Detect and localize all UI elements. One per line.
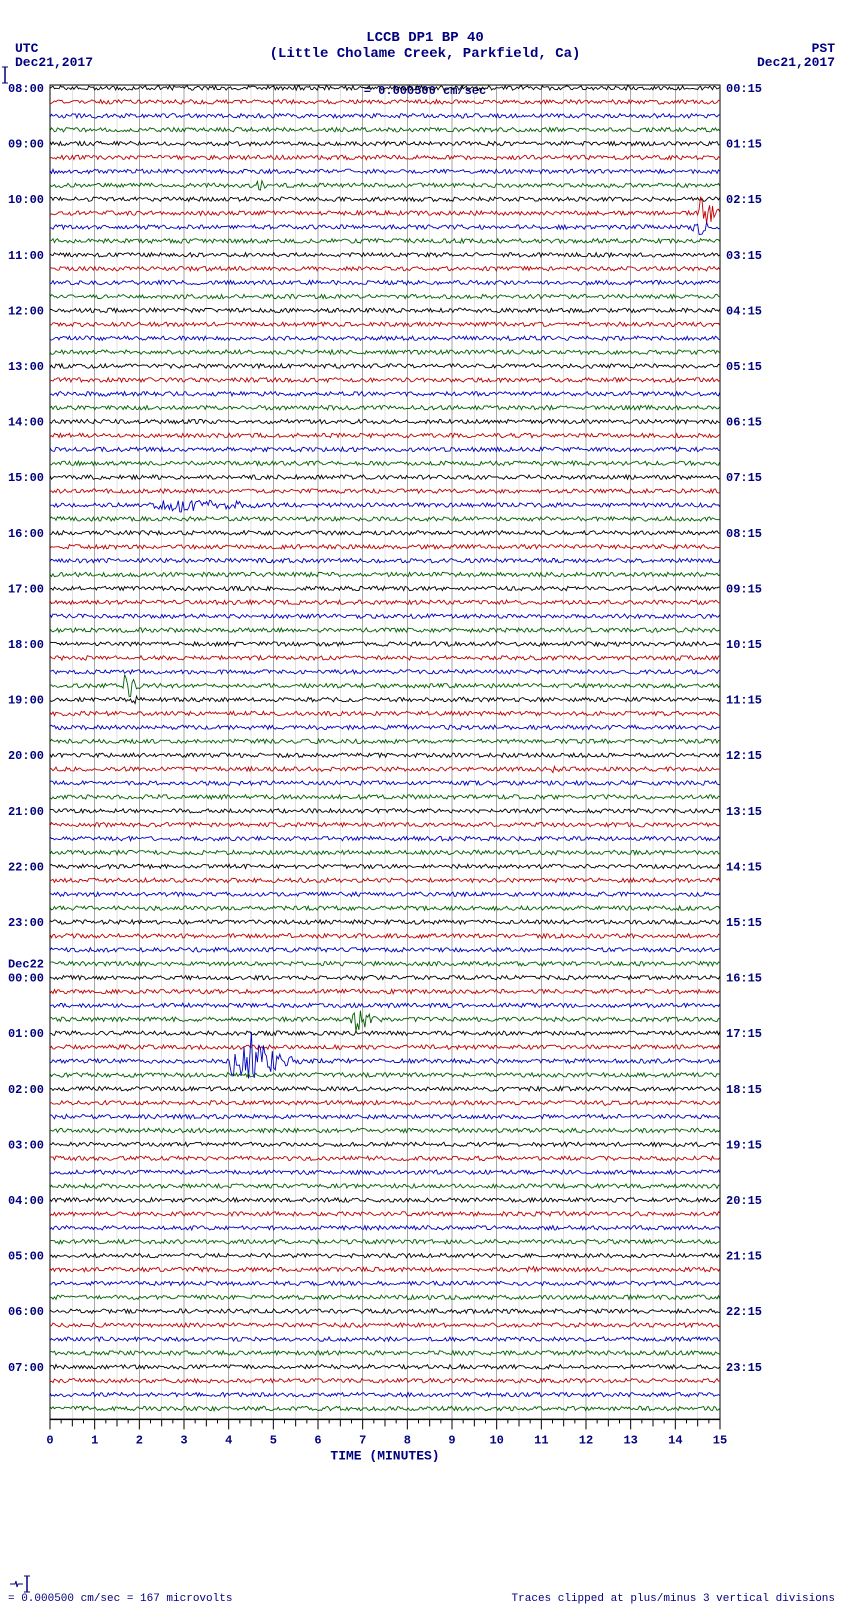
svg-text:01:15: 01:15	[726, 138, 762, 152]
svg-text:15:15: 15:15	[726, 916, 762, 930]
svg-text:23:15: 23:15	[726, 1361, 762, 1375]
svg-text:11:00: 11:00	[8, 249, 44, 263]
svg-text:00:00: 00:00	[8, 972, 44, 986]
svg-text:00:15: 00:15	[726, 82, 762, 96]
svg-text:7: 7	[359, 1433, 366, 1447]
svg-text:11: 11	[534, 1433, 548, 1447]
svg-text:02:15: 02:15	[726, 193, 762, 207]
svg-text:13: 13	[623, 1433, 637, 1447]
svg-text:14:00: 14:00	[8, 416, 44, 430]
svg-text:10: 10	[489, 1433, 503, 1447]
svg-text:12:00: 12:00	[8, 304, 44, 318]
svg-text:02:00: 02:00	[8, 1083, 44, 1097]
svg-text:5: 5	[270, 1433, 277, 1447]
svg-text:16:15: 16:15	[726, 972, 762, 986]
svg-text:04:15: 04:15	[726, 304, 762, 318]
svg-text:2: 2	[136, 1433, 143, 1447]
svg-text:10:00: 10:00	[8, 193, 44, 207]
subtitle: (Little Cholame Creek, Parkfield, Ca)	[0, 46, 850, 62]
svg-text:11:15: 11:15	[726, 694, 762, 708]
svg-text:21:15: 21:15	[726, 1250, 762, 1264]
svg-text:06:15: 06:15	[726, 416, 762, 430]
svg-text:19:15: 19:15	[726, 1138, 762, 1152]
svg-text:01:00: 01:00	[8, 1027, 44, 1041]
svg-text:18:00: 18:00	[8, 638, 44, 652]
plot-svg: 08:00 09:00 10:00 11:00 12:00 13:00 14:00 15:00…	[0, 80, 770, 1560]
svg-text:08:15: 08:15	[726, 527, 762, 541]
svg-text:07:15: 07:15	[726, 471, 762, 485]
svg-text:23:00: 23:00	[8, 916, 44, 930]
svg-text:21:00: 21:00	[8, 805, 44, 819]
svg-text:0: 0	[46, 1433, 53, 1447]
svg-text:4: 4	[225, 1433, 232, 1447]
svg-text:12:15: 12:15	[726, 749, 762, 763]
svg-text:16:00: 16:00	[8, 527, 44, 541]
seismogram-page: UTC Dec21,2017 PST Dec21,2017 LCCB DP1 B…	[0, 0, 850, 1613]
svg-text:03:00: 03:00	[8, 1138, 44, 1152]
svg-text:05:15: 05:15	[726, 360, 762, 374]
svg-text:19:00: 19:00	[8, 694, 44, 708]
svg-text:17:15: 17:15	[726, 1027, 762, 1041]
svg-text:15: 15	[713, 1433, 727, 1447]
footer-left: = 0.000500 cm/sec = 167 microvolts	[8, 1575, 232, 1605]
svg-text:13:00: 13:00	[8, 360, 44, 374]
svg-text:1: 1	[91, 1433, 98, 1447]
title: LCCB DP1 BP 40	[0, 30, 850, 46]
svg-text:08:00: 08:00	[8, 82, 44, 96]
svg-text:Dec22: Dec22	[8, 958, 44, 972]
svg-text:09:15: 09:15	[726, 582, 762, 596]
svg-text:14: 14	[668, 1433, 682, 1447]
svg-text:13:15: 13:15	[726, 805, 762, 819]
svg-text:9: 9	[448, 1433, 455, 1447]
svg-text:20:15: 20:15	[726, 1194, 762, 1208]
svg-text:06:00: 06:00	[8, 1305, 44, 1319]
svg-text:22:15: 22:15	[726, 1305, 762, 1319]
svg-text:04:00: 04:00	[8, 1194, 44, 1208]
svg-text:8: 8	[404, 1433, 411, 1447]
svg-text:03:15: 03:15	[726, 249, 762, 263]
svg-text:20:00: 20:00	[8, 749, 44, 763]
svg-text:17:00: 17:00	[8, 582, 44, 596]
seismogram-plot: 08:0009:0010:0011:0012:0013:0014:0015:00…	[50, 85, 720, 1515]
svg-text:05:00: 05:00	[8, 1250, 44, 1264]
svg-text:12: 12	[579, 1433, 593, 1447]
svg-text:10:15: 10:15	[726, 638, 762, 652]
footer-left-text: = 0.000500 cm/sec = 167 microvolts	[8, 1593, 232, 1605]
svg-text:3: 3	[180, 1433, 187, 1447]
svg-text:09:00: 09:00	[8, 138, 44, 152]
svg-text:15:00: 15:00	[8, 471, 44, 485]
svg-text:22:00: 22:00	[8, 860, 44, 874]
svg-text:TIME (MINUTES): TIME (MINUTES)	[330, 1448, 439, 1463]
svg-text:18:15: 18:15	[726, 1083, 762, 1097]
svg-text:6: 6	[314, 1433, 321, 1447]
footer-right: Traces clipped at plus/minus 3 vertical …	[512, 1593, 835, 1605]
svg-text:07:00: 07:00	[8, 1361, 44, 1375]
svg-text:14:15: 14:15	[726, 860, 762, 874]
